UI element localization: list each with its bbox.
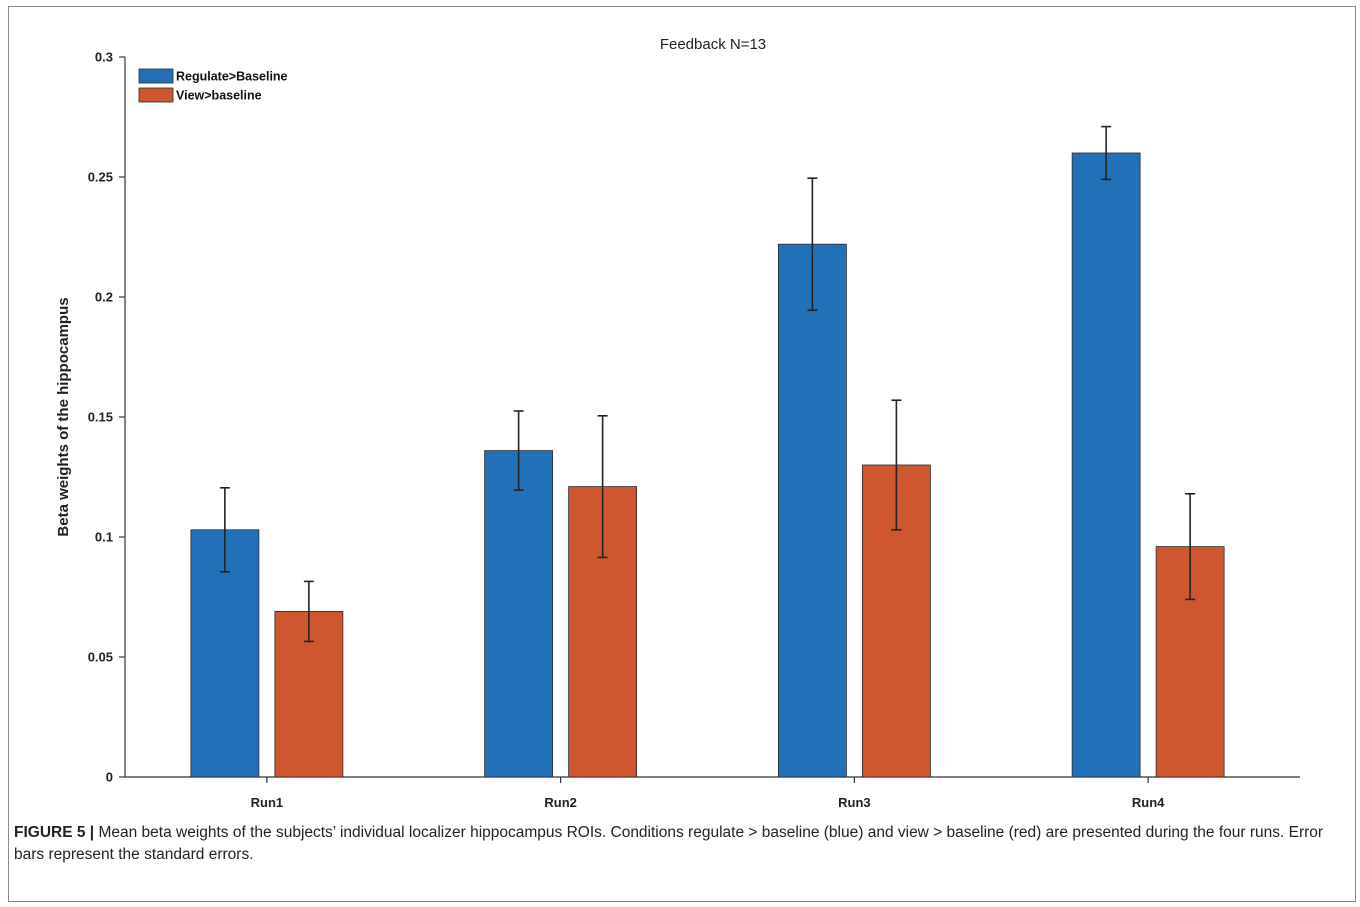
chart-title: Feedback N=13 xyxy=(660,36,766,53)
legend-label: Regulate>Baseline xyxy=(176,70,288,84)
y-axis-label: Beta weights of the hippocampus xyxy=(55,297,72,536)
y-tick-label: 0.25 xyxy=(88,170,113,185)
caption-text: Mean beta weights of the subjects’ indiv… xyxy=(14,824,1324,863)
y-tick-label: 0 xyxy=(106,770,113,785)
x-tick-label: Run4 xyxy=(1132,795,1165,810)
y-tick-label: 0.1 xyxy=(95,530,113,545)
x-tick-label: Run3 xyxy=(838,795,871,810)
bar-chart: Feedback N=13 Beta weights of the hippoc… xyxy=(55,36,1300,810)
bar xyxy=(777,243,847,778)
y-tick-label: 0.3 xyxy=(95,50,113,65)
bar xyxy=(484,450,554,778)
x-tick-label: Run2 xyxy=(544,795,577,810)
y-tick-label: 0.15 xyxy=(88,410,113,425)
bar xyxy=(1071,152,1141,778)
legend-swatch xyxy=(138,87,174,103)
x-tick-label: Run1 xyxy=(251,795,284,810)
legend-label: View>baseline xyxy=(176,89,262,103)
figure-caption: FIGURE 5 | Mean beta weights of the subj… xyxy=(14,822,1344,866)
legend-swatch xyxy=(138,68,174,84)
bars-group xyxy=(190,125,1225,778)
y-tick-label: 0.05 xyxy=(88,650,113,665)
legend: Regulate>Baseline View>baseline xyxy=(138,68,288,103)
caption-label: FIGURE 5 | xyxy=(14,824,95,841)
y-tick-label: 0.2 xyxy=(95,290,113,305)
